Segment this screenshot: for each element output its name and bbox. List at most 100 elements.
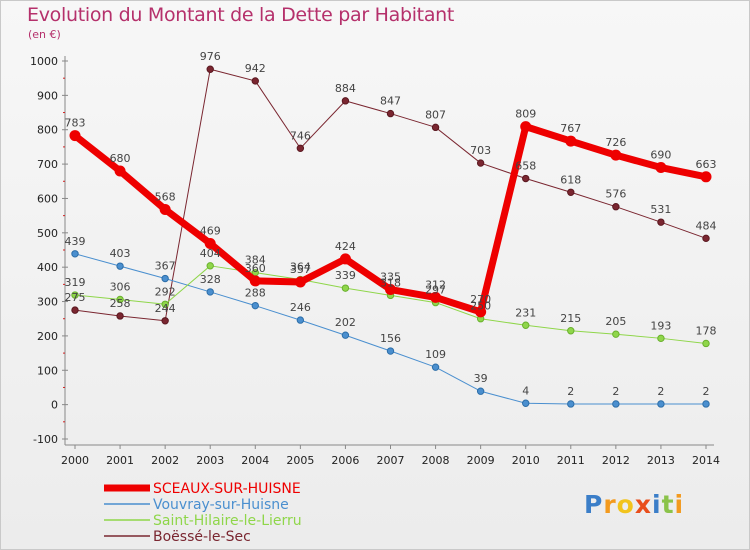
data-label: 319	[65, 276, 86, 289]
data-label: 746	[290, 129, 311, 142]
data-point	[161, 300, 169, 308]
data-label: 178	[696, 324, 717, 337]
data-point	[206, 288, 214, 296]
data-label: 809	[515, 108, 536, 121]
data-label: 292	[155, 285, 176, 298]
data-label: 244	[155, 302, 176, 315]
logo-letter: t	[661, 490, 675, 519]
data-label: 884	[335, 82, 356, 95]
data-point	[116, 295, 124, 304]
data-label: 193	[650, 319, 671, 332]
data-point	[522, 174, 530, 183]
x-tick-label: 2002	[151, 454, 179, 467]
data-point	[702, 234, 710, 243]
data-label: 404	[200, 247, 221, 260]
logo-letter: o	[616, 490, 635, 519]
logo-letter: r	[603, 490, 617, 519]
data-label: 156	[380, 332, 401, 345]
data-point	[71, 306, 79, 314]
x-tick-label: 2011	[557, 454, 585, 467]
data-point	[69, 130, 81, 142]
data-point	[161, 317, 169, 325]
data-point	[114, 165, 126, 177]
data-label: 205	[605, 315, 626, 328]
data-point	[655, 162, 667, 174]
proxiti-logo: Proxiti	[584, 490, 684, 519]
data-point	[702, 339, 710, 348]
y-tick-label: 600	[37, 192, 58, 205]
data-label: 680	[110, 152, 131, 165]
data-label: 109	[425, 348, 446, 361]
data-point	[116, 262, 124, 270]
data-label: 275	[65, 291, 86, 304]
data-point	[612, 330, 620, 338]
data-point	[657, 400, 665, 408]
data-label: 312	[425, 278, 446, 291]
data-point	[159, 203, 171, 215]
data-label: 847	[380, 95, 401, 108]
data-label: 288	[245, 287, 266, 300]
data-point	[657, 334, 665, 343]
data-label: 439	[65, 235, 86, 248]
logo-letter: x	[634, 490, 652, 519]
data-label: 339	[335, 269, 356, 282]
data-point	[612, 203, 620, 211]
data-point	[71, 291, 79, 299]
data-label: 297	[425, 284, 446, 297]
data-point	[520, 121, 532, 133]
data-label: 258	[110, 297, 131, 310]
data-label: 2	[657, 385, 664, 398]
data-label: 2	[612, 385, 619, 398]
data-label: 4	[522, 384, 529, 397]
data-label: 306	[110, 280, 131, 293]
x-tick-label: 2009	[467, 454, 495, 467]
data-label: 469	[200, 224, 221, 237]
data-label: 328	[200, 273, 221, 286]
y-tick-label: 100	[37, 364, 58, 377]
data-point	[204, 237, 216, 249]
data-point	[294, 276, 306, 288]
data-label: 976	[200, 50, 221, 63]
data-label: 250	[470, 300, 491, 313]
y-tick-label: 700	[37, 158, 58, 171]
data-label: 357	[290, 263, 311, 276]
x-tick-label: 2000	[61, 454, 89, 467]
data-label: 364	[290, 261, 311, 274]
data-point	[386, 347, 395, 355]
data-point	[657, 218, 665, 226]
chart-title: Evolution du Montant de la Dette par Hab…	[27, 4, 455, 26]
data-label: 767	[560, 122, 581, 135]
data-point	[251, 301, 259, 310]
data-point	[567, 327, 575, 335]
data-label: 403	[110, 247, 131, 260]
data-label: 318	[380, 276, 401, 289]
y-tick-label: 1000	[30, 55, 58, 68]
x-tick-label: 2005	[286, 454, 314, 467]
data-label: 424	[335, 240, 356, 253]
x-tick-label: 2006	[331, 454, 359, 467]
data-label: 335	[380, 271, 401, 284]
data-point	[522, 321, 530, 329]
data-label: 618	[560, 173, 581, 186]
x-tick-label: 2012	[602, 454, 630, 467]
legend-label-4: Boëssé-le-Sec	[153, 529, 251, 545]
x-tick-label: 2008	[422, 454, 450, 467]
x-tick-label: 2013	[647, 454, 675, 467]
y-tick-label: 0	[51, 399, 58, 412]
y-tick-label: 300	[37, 296, 58, 309]
data-label: 39	[474, 372, 488, 385]
logo-letter: i	[674, 490, 685, 519]
data-label: 384	[245, 254, 266, 267]
data-label: 568	[155, 190, 176, 203]
data-point	[702, 400, 710, 408]
data-point	[386, 109, 395, 118]
data-point	[71, 250, 79, 258]
data-point	[296, 144, 305, 152]
data-point	[567, 188, 575, 196]
logo-letter: i	[652, 490, 662, 519]
data-point	[206, 262, 214, 270]
data-point	[522, 399, 530, 407]
x-tick-label: 2001	[106, 454, 134, 467]
y-tick-label: 800	[37, 124, 58, 137]
